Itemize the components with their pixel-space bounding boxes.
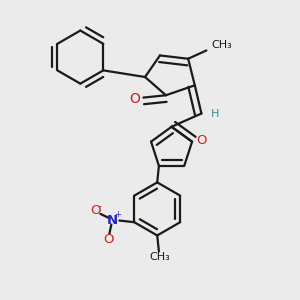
Text: O: O bbox=[103, 233, 114, 246]
Text: CH₃: CH₃ bbox=[212, 40, 232, 50]
Text: CH₃: CH₃ bbox=[149, 252, 170, 262]
Text: O: O bbox=[90, 204, 101, 217]
Text: N: N bbox=[106, 214, 118, 227]
Text: -: - bbox=[98, 201, 102, 211]
Text: H: H bbox=[211, 109, 219, 118]
Text: O: O bbox=[129, 92, 140, 106]
Text: O: O bbox=[196, 134, 207, 146]
Text: +: + bbox=[115, 210, 122, 219]
